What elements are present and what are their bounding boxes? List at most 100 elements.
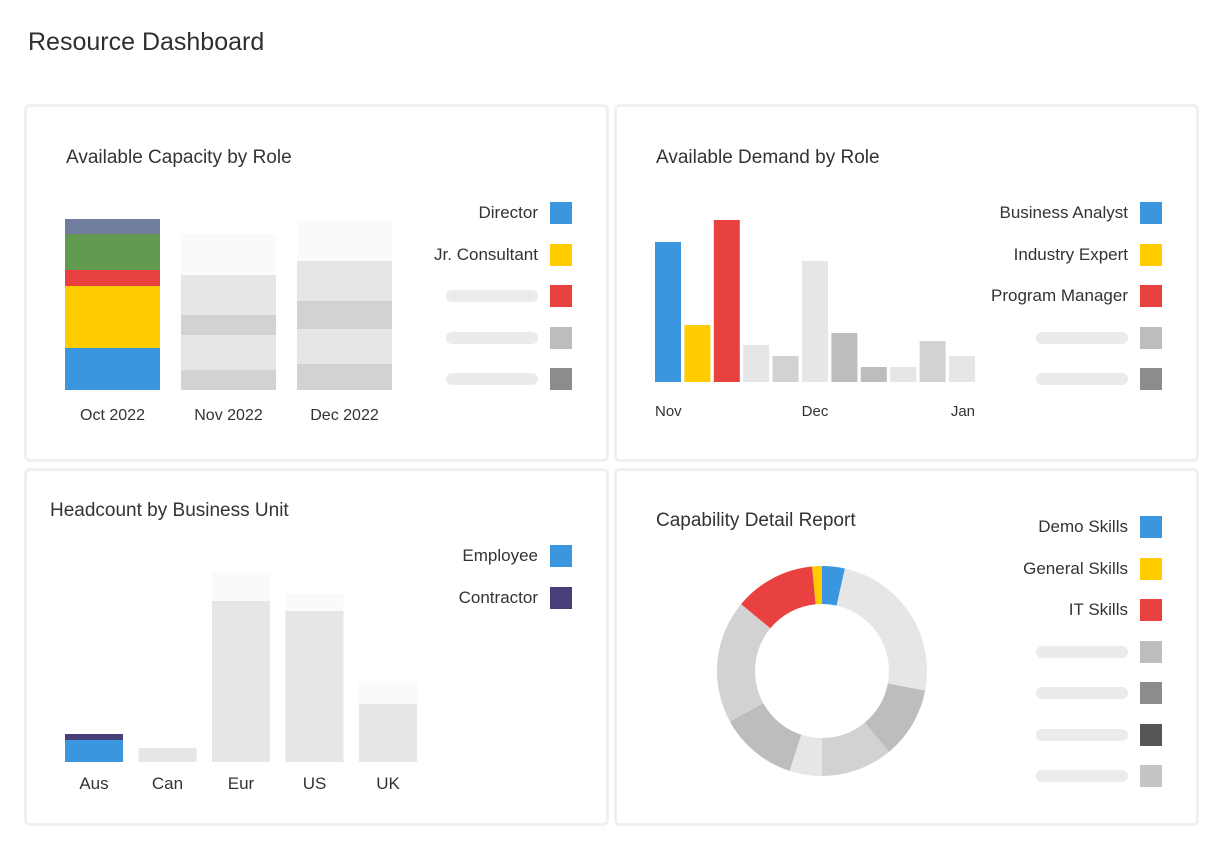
- bar-segment: [359, 681, 417, 704]
- legend-item[interactable]: Program Manager: [990, 285, 1162, 307]
- legend-item[interactable]: IT Skills: [992, 599, 1162, 621]
- bar-segment: [181, 315, 276, 335]
- legend-label: Industry Expert: [1013, 244, 1128, 264]
- x-tick-label: US: [303, 774, 327, 793]
- legend-placeholder-bar: [1036, 687, 1128, 699]
- bar-segment: [297, 301, 392, 329]
- bar-segment: [181, 335, 276, 370]
- bar-segment: [285, 611, 344, 762]
- x-tick-label: UK: [376, 774, 400, 793]
- legend-label: Demo Skills: [1038, 517, 1128, 536]
- legend-swatch: [550, 243, 572, 266]
- bar-segment: [297, 220, 392, 261]
- legend-item[interactable]: Jr. Consultant: [402, 243, 572, 266]
- legend-item[interactable]: [992, 765, 1162, 787]
- legend-item[interactable]: Employee: [402, 545, 572, 567]
- legend-item[interactable]: Demo Skills: [992, 516, 1162, 538]
- bar-segment: [65, 219, 160, 234]
- page-title: Resource Dashboard: [28, 28, 265, 56]
- legend-placeholder-bar: [1036, 770, 1128, 782]
- demand-bar: [890, 367, 917, 382]
- legend-placeholder-bar: [1036, 645, 1128, 658]
- bar-segment: [297, 364, 392, 390]
- legend-placeholder-bar: [1036, 373, 1128, 385]
- demand-card-title: Available Demand by Role: [656, 147, 880, 168]
- legend-swatch: [1140, 202, 1162, 224]
- capability-card-title: Capability Detail Report: [656, 510, 856, 531]
- legend-swatch: [1140, 368, 1162, 390]
- demand-bar: [772, 356, 799, 382]
- legend-swatch: [550, 586, 572, 609]
- legend-swatch: [550, 326, 572, 349]
- headcount-chart: Aus Can Eur US UK: [65, 573, 417, 793]
- bar-segment: [285, 594, 344, 611]
- bar-segment: [181, 370, 276, 390]
- demand-bar: [713, 220, 740, 382]
- legend-swatch: [550, 368, 572, 390]
- legend-item[interactable]: [992, 682, 1162, 704]
- bar-segment: [65, 740, 123, 762]
- capacity-legend: Director Jr. Consultant: [402, 202, 572, 402]
- capacity-card[interactable]: Available Capacity by Role Oct 2022 Nov 2…: [24, 104, 609, 462]
- bar-segment: [181, 234, 276, 275]
- legend-placeholder-bar: [1036, 728, 1128, 741]
- legend-swatch: [1140, 326, 1162, 349]
- headcount-card[interactable]: Headcount by Business Unit Aus Can Eur US UK…: [24, 468, 609, 826]
- legend-item[interactable]: [992, 640, 1162, 663]
- bar-segment: [65, 286, 160, 348]
- x-tick-label: Nov 2022: [194, 407, 263, 424]
- headcount-card-title: Headcount by Business Unit: [50, 500, 289, 521]
- legend-item[interactable]: [992, 326, 1162, 349]
- demand-bar: [919, 341, 946, 382]
- bar-segment: [65, 270, 160, 286]
- legend-label: Business Analyst: [999, 203, 1128, 222]
- legend-item[interactable]: Business Analyst: [992, 202, 1162, 224]
- legend-label: Employee: [462, 546, 538, 565]
- donut-slice-it-skills: [741, 566, 816, 629]
- donut-slice: [789, 734, 822, 776]
- legend-placeholder-bar: [446, 373, 538, 385]
- x-tick-label: Dec: [802, 403, 829, 420]
- legend-item[interactable]: [992, 368, 1162, 390]
- legend-swatch: [1140, 243, 1162, 266]
- legend-swatch: [550, 545, 572, 567]
- legend-item[interactable]: Director: [402, 202, 572, 224]
- legend-label: Director: [478, 203, 538, 222]
- legend-item[interactable]: [402, 285, 572, 307]
- legend-label: Contractor: [458, 587, 538, 607]
- x-tick-label: Nov: [655, 403, 682, 420]
- legend-placeholder-bar: [446, 290, 538, 302]
- bar-segment: [359, 704, 417, 762]
- demand-bar: [743, 345, 770, 382]
- donut-slice: [836, 568, 927, 691]
- capacity-chart: Oct 2022 Nov 2022 Dec 2022: [65, 219, 392, 424]
- legend-item[interactable]: [402, 326, 572, 349]
- legend-swatch: [1140, 557, 1162, 580]
- demand-bar: [949, 356, 975, 382]
- legend-swatch: [1140, 682, 1162, 704]
- legend-item[interactable]: General Skills: [992, 557, 1162, 580]
- legend-item[interactable]: [402, 368, 572, 390]
- bar-segment: [138, 748, 197, 762]
- bar-segment: [297, 261, 392, 301]
- demand-card[interactable]: Available Demand by Role Nov Dec Jan Busin…: [614, 104, 1199, 462]
- demand-bar: [831, 333, 858, 382]
- legend-item[interactable]: Industry Expert: [992, 243, 1162, 266]
- x-tick-label: Dec 2022: [310, 407, 379, 424]
- donut-slice: [864, 683, 926, 752]
- legend-label: IT Skills: [1068, 600, 1128, 619]
- x-tick-label: Aus: [79, 774, 108, 793]
- bar-segment: [181, 275, 276, 315]
- donut-slice: [729, 703, 802, 771]
- x-tick-label: Eur: [228, 774, 255, 793]
- demand-bar: [860, 367, 887, 382]
- legend-item[interactable]: [992, 723, 1162, 746]
- legend-swatch: [1140, 723, 1162, 746]
- x-tick-label: Can: [152, 774, 183, 793]
- bar-segment: [65, 734, 123, 740]
- donut-slice-demo-skills: [822, 566, 845, 606]
- capability-card[interactable]: Capability Detail Report Demo Skills Gene…: [614, 468, 1199, 826]
- legend-item[interactable]: Contractor: [402, 586, 572, 609]
- legend-swatch: [1140, 285, 1162, 307]
- legend-label: Program Manager: [990, 286, 1128, 305]
